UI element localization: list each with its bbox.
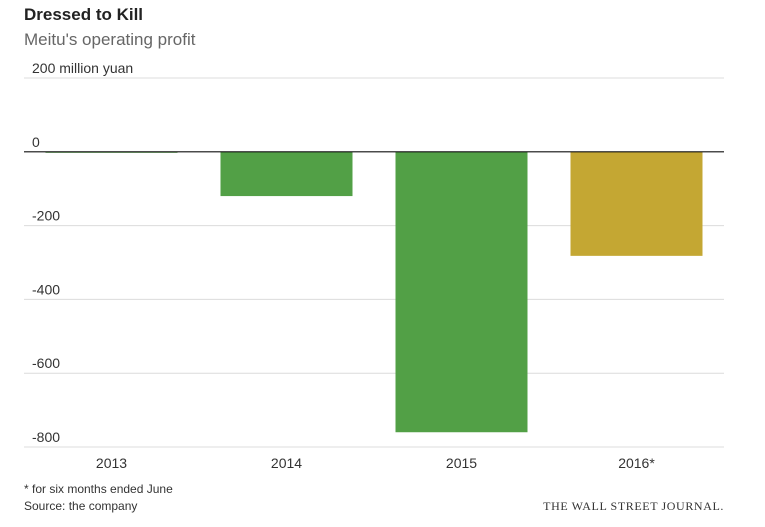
bar <box>570 151 703 256</box>
x-tick-label: 2013 <box>96 455 127 471</box>
publisher-logo: THE WALL STREET JOURNAL. <box>543 499 724 513</box>
y-tick-label: -200 <box>32 208 60 224</box>
bar-layer <box>45 151 703 433</box>
y-tick-label: -400 <box>32 281 60 297</box>
chart-title: Dressed to Kill <box>24 5 144 24</box>
chart-subtitle: Meitu's operating profit <box>24 30 196 49</box>
y-tick-label: -800 <box>32 429 60 445</box>
y-tick-label: -600 <box>32 355 60 371</box>
footnote: * for six months ended June <box>24 482 173 496</box>
grid-layer <box>24 77 724 448</box>
bar-chart: 200 million yuan 0 -200 -400 -600 -800 2013 201… <box>24 60 724 471</box>
source-note: Source: the company <box>24 499 138 513</box>
y-tick-label: 0 <box>32 134 40 150</box>
x-tick-label: 2014 <box>271 455 302 471</box>
bar <box>395 151 528 433</box>
axis-layer: 200 million yuan 0 -200 -400 -600 -800 2013 201… <box>24 60 724 471</box>
x-tick-label: 2015 <box>446 455 477 471</box>
x-tick-label: 2016* <box>618 455 655 471</box>
bar <box>220 151 353 197</box>
y-tick-label: 200 million yuan <box>32 60 133 76</box>
